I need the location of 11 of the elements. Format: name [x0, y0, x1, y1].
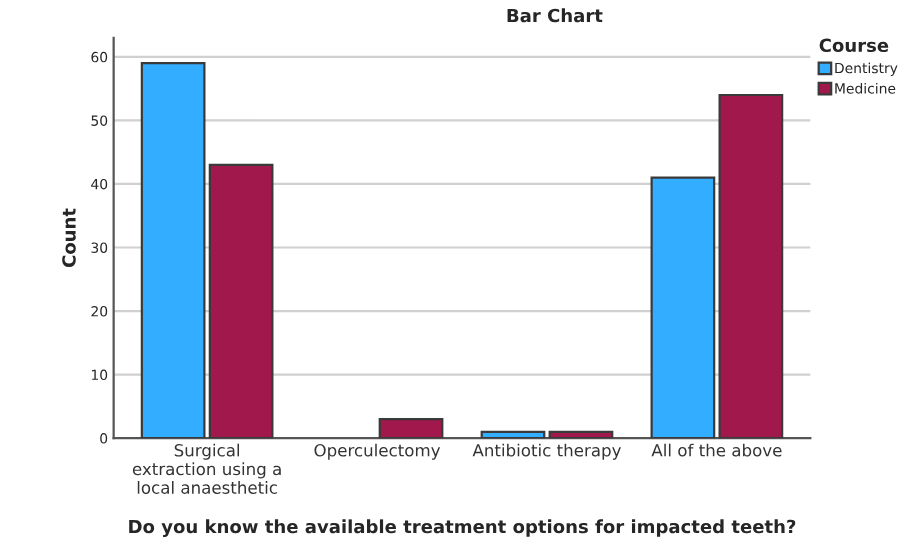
bar [548, 430, 614, 439]
x-tick-label: All of the above [651, 443, 782, 457]
bar [378, 417, 444, 439]
x-axis-title: Do you know the available treatment options for impacted teeth? [129, 519, 796, 537]
x-tick-label: Antibiotic therapy [472, 443, 621, 460]
chart-title: Bar Chart [507, 8, 603, 23]
y-axis-title: Count [62, 208, 76, 268]
x-tick-label: Surgical extraction using a local anaesthetic [132, 443, 281, 494]
x-tick-label: Operculectomy [314, 443, 441, 460]
legend-title: Course [819, 38, 889, 53]
bar [480, 430, 546, 439]
